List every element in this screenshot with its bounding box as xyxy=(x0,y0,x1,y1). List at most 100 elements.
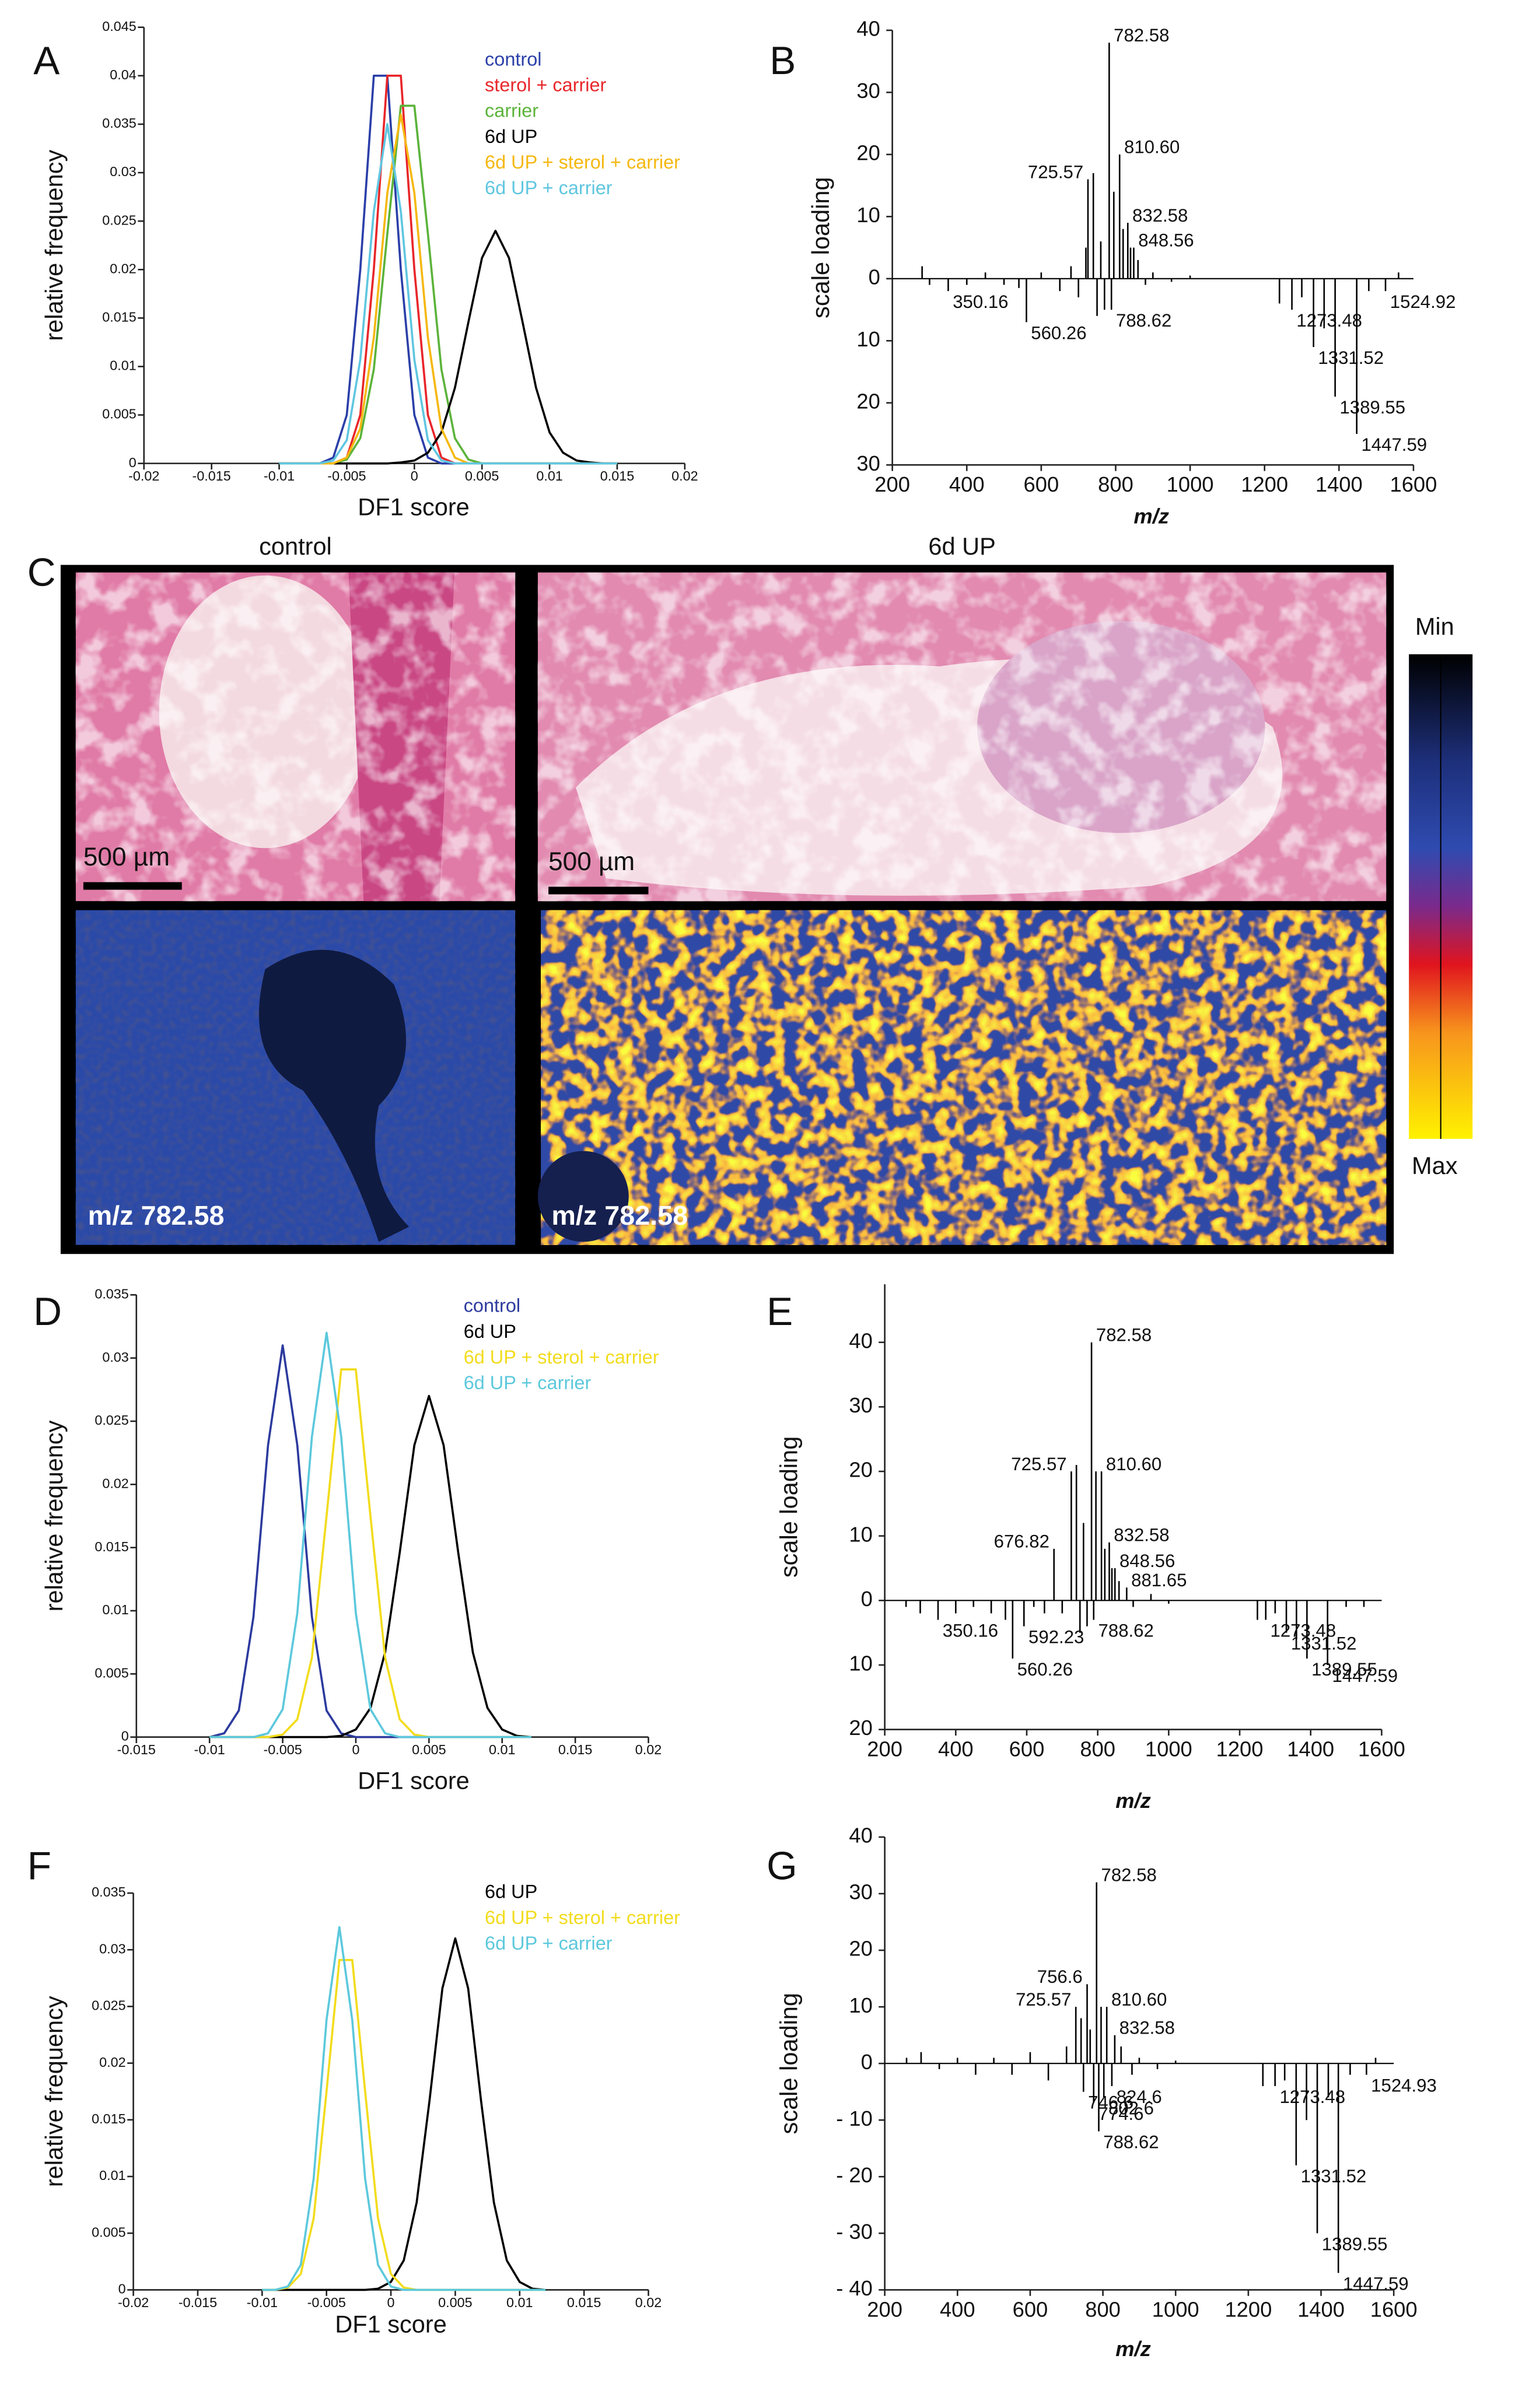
y-tick-label: 0.01 xyxy=(102,1602,128,1617)
y-tick-label: 30 xyxy=(856,79,880,103)
peak-label: 1389.55 xyxy=(1339,397,1405,418)
peak-label: 824.6 xyxy=(1117,2087,1162,2107)
chart-panel: E 200 400 600 800 1000 1200 1400 1600 40 30 20 10 0 10… xyxy=(767,1284,1405,1813)
x-axis-title: m/z xyxy=(1115,2337,1151,2361)
peak-label: 725.57 xyxy=(1016,1989,1071,2010)
y-tick-label: - 20 xyxy=(836,2163,873,2187)
y-tick-label: 0.005 xyxy=(102,406,136,422)
x-tick-label: 800 xyxy=(1080,1737,1115,1761)
peak-label: 774.6 xyxy=(1098,2104,1144,2124)
y-tick-label: 10 xyxy=(849,1522,872,1546)
ion-label: m/z 782.58 xyxy=(551,1200,688,1231)
legend-entry: 6d UP + carrier xyxy=(485,177,613,198)
series-line xyxy=(209,1344,531,1738)
x-tick-label: 0.005 xyxy=(465,468,499,483)
x-axis-title: DF1 score xyxy=(358,493,470,521)
x-tick-label: 400 xyxy=(940,2297,975,2321)
legend-entry: carrier xyxy=(485,100,538,121)
left-title: control xyxy=(259,532,332,560)
y-tick-label: 0.02 xyxy=(110,261,136,276)
y-tick-label: 0.02 xyxy=(99,2055,125,2070)
peak-label: 1524.93 xyxy=(1371,2076,1437,2096)
chart-panel: A -0.02 -0.015 -0.01 -0.005 0 0.005 0.01 0.015 0.… xyxy=(33,19,698,521)
y-tick-label: 40 xyxy=(849,1329,872,1352)
x-tick-label: 1000 xyxy=(1167,472,1214,496)
y-tick-label: - 30 xyxy=(836,2220,873,2244)
chart-panel: G 200 400 600 800 1000 1200 1400 1600 40 30 20 10 0 - … xyxy=(767,1824,1437,2361)
x-tick-label: 1000 xyxy=(1145,1737,1192,1761)
legend-entry: 6d UP xyxy=(485,1881,537,1902)
y-tick-label: 0.035 xyxy=(102,115,136,131)
legend-entry: 6d UP xyxy=(464,1321,516,1342)
y-tick-label: 10 xyxy=(856,203,880,227)
x-tick-label: 0.005 xyxy=(438,2295,472,2310)
legend-entry: sterol + carrier xyxy=(485,75,606,96)
panel-letter: E xyxy=(767,1290,793,1334)
peak-label: 560.26 xyxy=(1017,1659,1073,1680)
panel-letter: A xyxy=(33,39,60,83)
peak-label: 1524.92 xyxy=(1390,292,1456,312)
ion-dark-region xyxy=(258,949,410,1242)
y-tick-label: 0.025 xyxy=(102,212,136,227)
peak-label: 832.58 xyxy=(1119,2018,1175,2038)
ion-label: m/z 782.58 xyxy=(88,1200,225,1231)
x-tick-label: -0.005 xyxy=(307,2295,346,2310)
y-tick-label: 0.015 xyxy=(95,1539,128,1554)
series-line xyxy=(262,1937,546,2291)
y-tick-label: 0 xyxy=(118,2281,126,2297)
tissue-texture xyxy=(75,572,516,902)
x-tick-label: 1200 xyxy=(1224,2297,1272,2321)
peak-label: 676.82 xyxy=(994,1531,1049,1552)
peak-label: 810.60 xyxy=(1106,1454,1161,1474)
peak-label: 1389.55 xyxy=(1322,2234,1388,2254)
y-axis-title: scale loading xyxy=(775,1993,803,2134)
scale-label: 500 µm xyxy=(83,843,170,871)
y-tick-label: 20 xyxy=(856,141,880,164)
x-tick-label: 1600 xyxy=(1358,1737,1405,1761)
panel-letter: G xyxy=(767,1844,797,1888)
y-tick-label: 30 xyxy=(849,1393,872,1417)
tissue-texture xyxy=(537,572,1387,902)
x-tick-label: 200 xyxy=(867,1737,902,1761)
x-tick-label: 0.01 xyxy=(536,468,562,483)
panel-letter: C xyxy=(27,551,56,595)
peak-label: 810.60 xyxy=(1124,137,1180,157)
peak-label: 832.58 xyxy=(1132,205,1188,226)
peak-label: 1331.52 xyxy=(1301,2166,1367,2186)
legend-entry: 6d UP + carrier xyxy=(464,1372,592,1393)
series-line xyxy=(262,1926,545,2291)
y-tick-label: 30 xyxy=(856,451,880,475)
peak-label: 782.58 xyxy=(1114,25,1169,45)
x-tick-label: -0.005 xyxy=(263,1742,302,1757)
x-tick-label: 200 xyxy=(867,2297,902,2321)
peak-label: 746.6 xyxy=(1088,2092,1133,2113)
legend-entry: control xyxy=(485,48,541,69)
y-tick-label: 0.01 xyxy=(99,2168,125,2183)
chart-panel: D -0.015 -0.01 -0.005 0 0.005 0.01 0.015 0.02 0 0.… xyxy=(33,1286,662,1794)
peak-label: 788.62 xyxy=(1116,310,1171,331)
panel-letter: D xyxy=(33,1290,62,1334)
peak-label: 1447.59 xyxy=(1332,1666,1398,1686)
x-tick-label: -0.02 xyxy=(128,468,159,483)
y-tick-label: 0 xyxy=(129,455,137,470)
y-tick-label: 0.015 xyxy=(92,2111,125,2126)
legend-entry: 6d UP + sterol + carrier xyxy=(485,1907,680,1928)
y-tick-label: 0.02 xyxy=(102,1475,128,1491)
y-tick-label: - 10 xyxy=(836,2106,873,2130)
peak-label: 350.16 xyxy=(943,1621,998,1641)
y-tick-label: 0.03 xyxy=(110,164,136,179)
peak-label: 756.6 xyxy=(1037,1967,1083,1987)
peak-label: 848.56 xyxy=(1138,230,1194,250)
y-tick-label: 20 xyxy=(849,1458,872,1482)
legend-entry: 6d UP xyxy=(485,126,537,147)
x-tick-label: -0.015 xyxy=(179,2295,217,2310)
x-tick-label: 400 xyxy=(938,1737,974,1761)
series-line xyxy=(279,229,617,465)
y-tick-label: 20 xyxy=(849,1937,872,1961)
x-tick-label: -0.02 xyxy=(118,2295,149,2310)
x-tick-label: -0.015 xyxy=(117,1742,156,1757)
x-tick-label: 0 xyxy=(352,1742,359,1757)
panel-c: C control 6d UP 500 µm 500 µm m/z 782.58… xyxy=(27,532,1473,1254)
peak-label: 802.6 xyxy=(1108,2098,1154,2118)
